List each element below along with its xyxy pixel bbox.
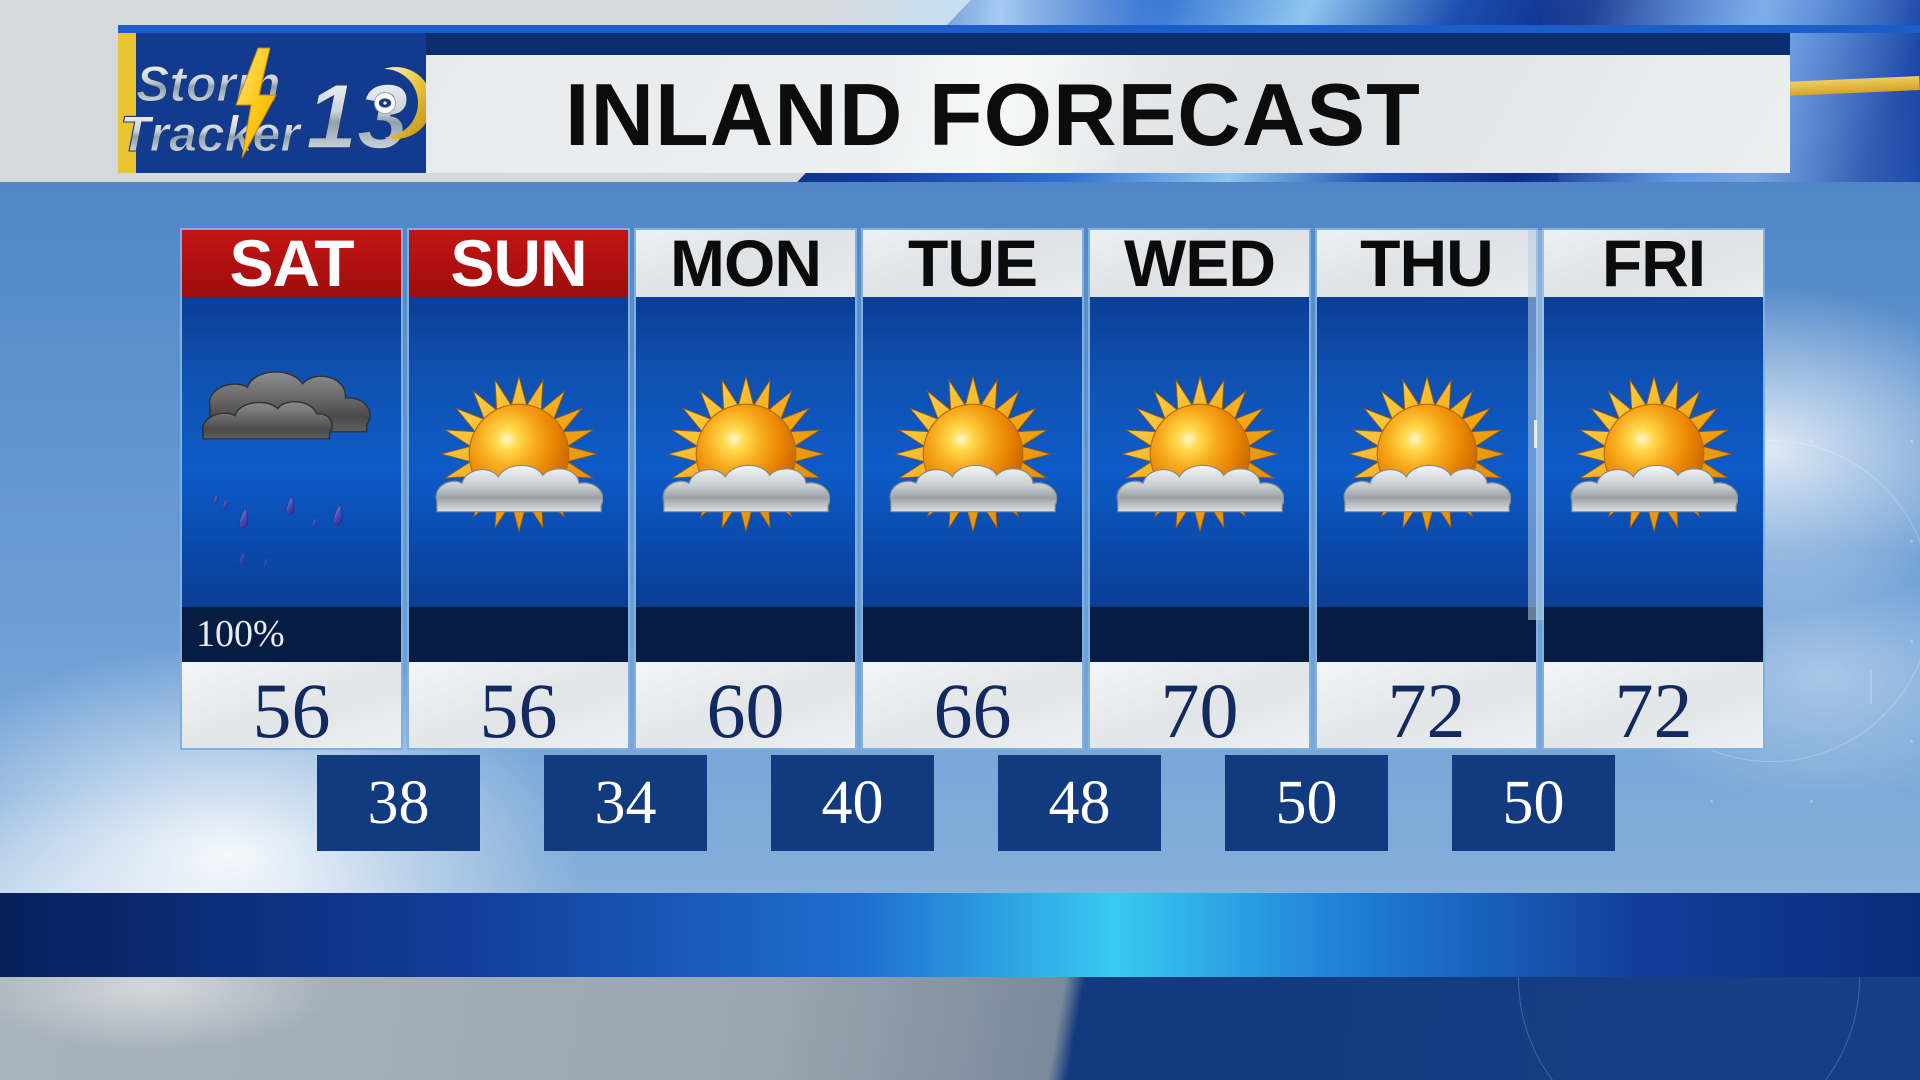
svg-text:Tracker: Tracker [120,106,302,162]
svg-text:13: 13 [306,66,408,168]
